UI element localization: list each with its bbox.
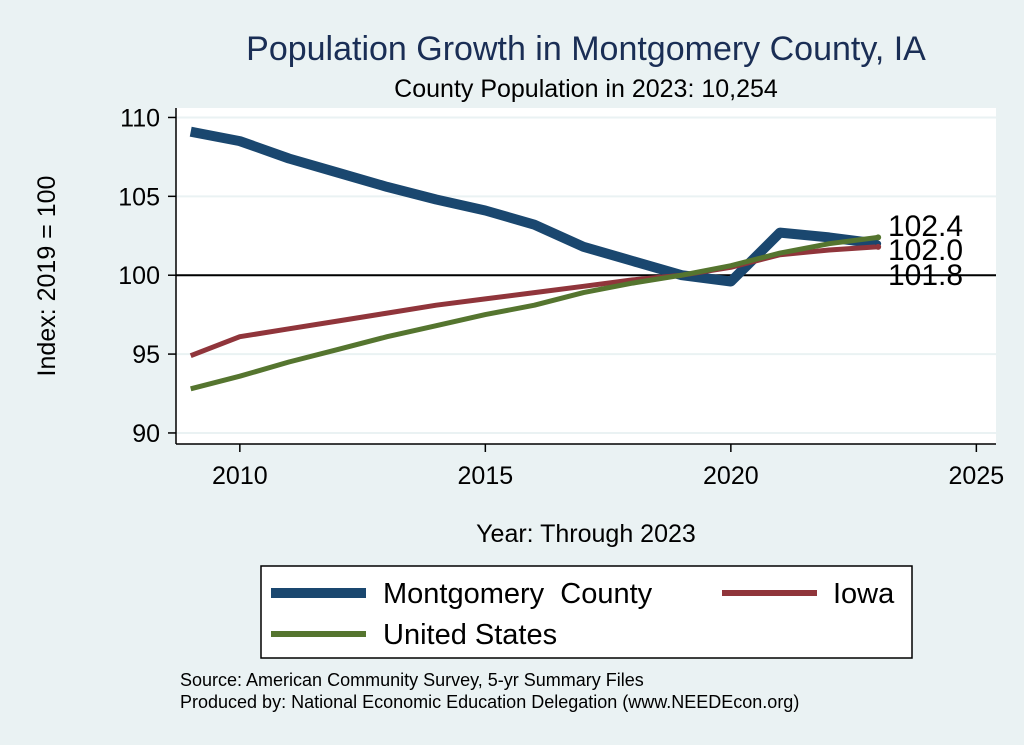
x-axis-title: Year: Through 2023 (476, 520, 696, 548)
source-note: Source: American Community Survey, 5-yr … (180, 670, 644, 690)
y-tick-label-95: 95 (132, 341, 160, 369)
x-tick-label-2010: 2010 (212, 462, 268, 490)
end-dot-iowa (875, 243, 882, 250)
end-label-united-states: 102.4 (888, 210, 963, 243)
y-tick-label-90: 90 (132, 420, 160, 448)
x-tick-label-2015: 2015 (458, 462, 514, 490)
end-dot-united-states (875, 234, 882, 241)
legend-label-montgomery: Montgomery County (383, 578, 653, 610)
legend-label-iowa: Iowa (833, 578, 895, 610)
x-tick-label-2025: 2025 (949, 462, 1005, 490)
y-tick-label-105: 105 (118, 183, 160, 211)
series-line-montgomery (189, 126, 879, 287)
y-ticks: 90 95 100 105 110 (118, 104, 176, 448)
y-tick-label-100: 100 (118, 262, 160, 290)
x-ticks: 2010 2015 2020 2025 (212, 444, 1004, 490)
series-lines (189, 126, 879, 392)
series-line-united-states (190, 234, 879, 392)
y-axis-title: Index: 2019 = 100 (33, 176, 61, 377)
chart-subtitle: County Population in 2023: 10,254 (394, 75, 778, 103)
producer-note: Produced by: National Economic Education… (180, 692, 799, 712)
legend: Montgomery County Iowa United States (260, 565, 913, 659)
end-markers (875, 234, 882, 250)
x-tick-label-2020: 2020 (703, 462, 759, 490)
chart-title: Population Growth in Montgomery County, … (246, 30, 926, 68)
end-label-montgomery: 102.0 (888, 234, 963, 267)
y-tick-label-110: 110 (120, 104, 160, 132)
legend-box (260, 565, 913, 659)
end-label-iowa: 101.8 (888, 259, 963, 292)
legend-label-united-states: United States (383, 619, 557, 651)
